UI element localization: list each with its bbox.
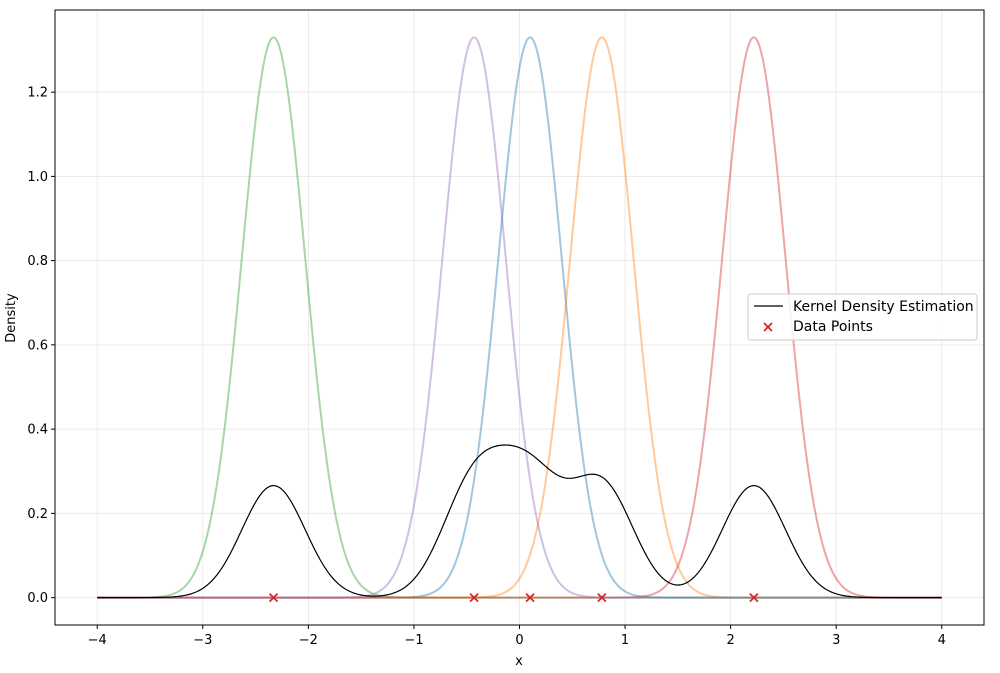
marker-stroke bbox=[525, 592, 535, 603]
x-tick-label: −3 bbox=[193, 633, 212, 648]
y-tick-label: 1.2 bbox=[27, 86, 48, 101]
legend: Kernel Density Estimation Data Points bbox=[747, 293, 978, 341]
data-point-marker bbox=[749, 592, 759, 603]
x-tick-label: 0 bbox=[515, 633, 523, 648]
y-tick-label: 0.6 bbox=[27, 338, 48, 353]
legend-points-label: Data Points bbox=[793, 319, 873, 335]
y-tick-label: 1.0 bbox=[27, 170, 48, 185]
grid bbox=[55, 10, 984, 625]
marker-stroke bbox=[469, 592, 479, 603]
y-tick-label: 0.0 bbox=[27, 591, 48, 606]
kernel-curve bbox=[97, 36, 942, 599]
kde-curve-group bbox=[97, 444, 942, 599]
x-tick-label: 4 bbox=[938, 633, 946, 648]
x-tick-label: 1 bbox=[621, 633, 629, 648]
y-axis-label: Density bbox=[4, 293, 19, 343]
x-tick-label: 2 bbox=[726, 633, 734, 648]
x-axis-label: x bbox=[515, 654, 523, 669]
kernel-curve bbox=[97, 36, 942, 599]
kernel-curves bbox=[97, 36, 942, 599]
y-tick-label: 0.2 bbox=[27, 507, 48, 522]
x-tick-label: −4 bbox=[88, 633, 107, 648]
data-point-marker bbox=[525, 592, 535, 603]
x-tick-label: 3 bbox=[832, 633, 840, 648]
y-tick-label: 0.4 bbox=[27, 423, 48, 438]
data-point-marker bbox=[469, 592, 479, 603]
x-axis-ticks: −4 −3 −2 −1 0 1 2 3 4 bbox=[88, 625, 946, 648]
legend-kde-label: Kernel Density Estimation bbox=[793, 299, 974, 315]
y-tick-label: 0.8 bbox=[27, 254, 48, 269]
kde-curve bbox=[97, 444, 942, 599]
x-tick-label: −1 bbox=[404, 633, 423, 648]
x-tick-label: −2 bbox=[299, 633, 318, 648]
kernel-curve bbox=[97, 36, 942, 599]
legend-points-swatch bbox=[763, 322, 773, 332]
data-point-markers bbox=[268, 592, 759, 603]
kernel-curve bbox=[97, 36, 942, 599]
marker-stroke bbox=[268, 592, 279, 603]
kernel-curve bbox=[97, 36, 942, 599]
legend-box bbox=[747, 293, 978, 341]
marker-stroke bbox=[597, 592, 607, 603]
data-point-marker bbox=[597, 592, 607, 603]
data-point-marker bbox=[268, 592, 279, 603]
y-axis-ticks: 0.0 0.2 0.4 0.6 0.8 1.0 1.2 bbox=[27, 86, 55, 606]
marker-stroke bbox=[749, 592, 759, 603]
